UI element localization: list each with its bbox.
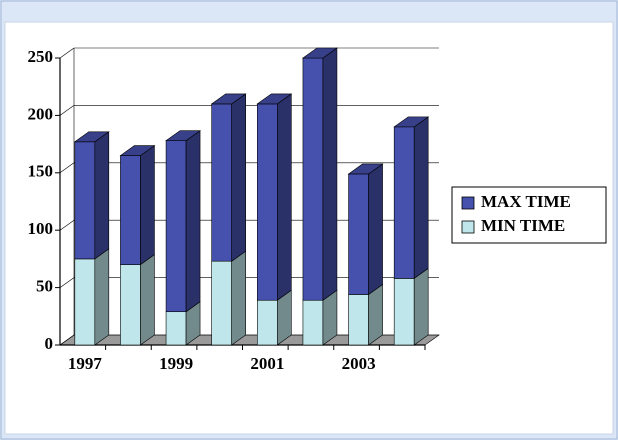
x-tick-label: 1997: [68, 354, 103, 373]
bar-segment: [120, 155, 141, 265]
bar-segment: [165, 140, 187, 313]
bar-top: [347, 163, 384, 175]
bar-segment: [74, 258, 96, 346]
bar-segment: [165, 311, 187, 346]
bar-side: [231, 250, 246, 346]
bar-segment: [211, 103, 232, 262]
bar-segment: [257, 103, 278, 301]
x-tick-label: 1999: [159, 354, 193, 373]
y-tick-label: 0: [45, 334, 54, 353]
bar-side: [277, 93, 292, 301]
bar-segment: [74, 141, 96, 260]
bar-segment: [302, 57, 324, 301]
legend-swatch: [461, 220, 475, 234]
bar-segment: [393, 126, 415, 279]
x-tick-label: 2001: [250, 354, 284, 373]
bar-segment: [348, 173, 369, 295]
bar-side: [94, 131, 110, 260]
bar-side: [231, 93, 246, 262]
bar-side: [140, 144, 155, 266]
bar-segment: [120, 264, 141, 346]
bar-top: [256, 93, 293, 105]
bar-segment: [257, 299, 278, 346]
bar-side: [185, 130, 201, 313]
floor: [59, 334, 440, 346]
y-tick-label: 50: [36, 277, 53, 296]
bar-top: [393, 116, 430, 128]
grid-diag: [59, 162, 75, 174]
grid-diag: [59, 105, 75, 116]
bar-side: [140, 254, 155, 346]
y-tick-label: 150: [28, 162, 54, 181]
grid-diag: [59, 334, 75, 346]
bar-segment: [302, 299, 324, 346]
bar-top: [165, 130, 201, 141]
bar-top: [210, 93, 247, 105]
bar-side: [413, 116, 429, 279]
bar-segment: [393, 278, 415, 346]
grid-diag: [59, 47, 75, 59]
legend-swatch: [461, 196, 475, 210]
bar-side: [368, 163, 383, 296]
y-tick-label: 100: [28, 219, 54, 238]
legend-label: MAX TIME: [481, 192, 571, 211]
bar-segment: [348, 294, 369, 346]
legend-label: MIN TIME: [481, 216, 565, 235]
legend: [451, 186, 607, 244]
grid-diag: [59, 219, 75, 231]
grid-diag: [59, 277, 75, 288]
y-tick-label: 250: [28, 47, 54, 66]
bar-top: [119, 145, 156, 156]
bar-side: [94, 248, 110, 346]
bar-segment: [211, 260, 232, 346]
x-tick-label: 2003: [342, 354, 376, 373]
y-tick-label: 200: [28, 104, 54, 123]
bar-side: [413, 267, 429, 346]
bar-side: [322, 47, 338, 301]
bar-top: [73, 131, 110, 143]
bar-top: [302, 47, 338, 59]
bar-side: [368, 283, 383, 346]
